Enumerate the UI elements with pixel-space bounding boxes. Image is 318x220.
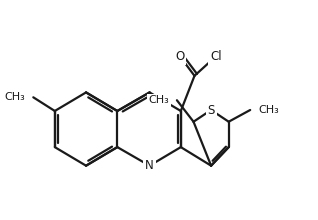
Text: CH₃: CH₃ xyxy=(148,95,169,105)
Text: Cl: Cl xyxy=(210,50,222,63)
Text: S: S xyxy=(207,103,215,117)
Text: CH₃: CH₃ xyxy=(5,92,25,102)
Text: CH₃: CH₃ xyxy=(258,105,279,115)
Text: O: O xyxy=(175,50,184,63)
Text: N: N xyxy=(145,159,154,172)
